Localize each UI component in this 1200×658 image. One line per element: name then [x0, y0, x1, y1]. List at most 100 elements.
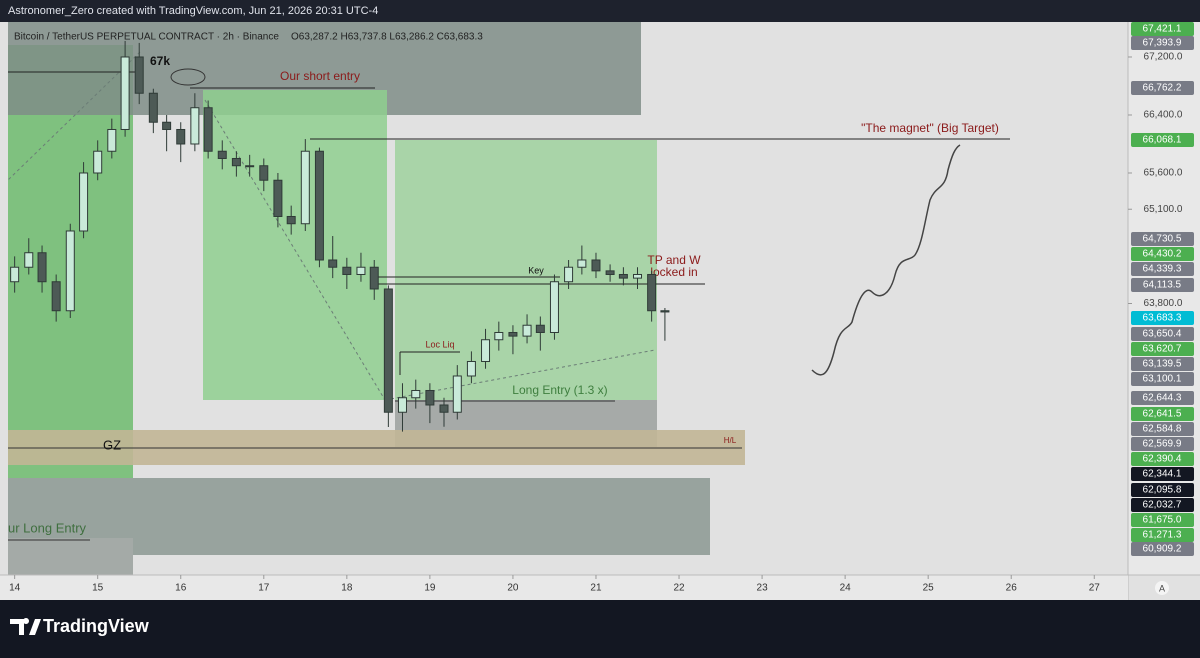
candle-body	[633, 273, 643, 279]
annotation: Our short entry	[280, 69, 360, 83]
price-tag	[1131, 528, 1194, 542]
candle-body	[564, 266, 574, 283]
zone	[395, 140, 657, 400]
candle-body	[93, 150, 103, 174]
price-tag-label: 62,032.7	[1143, 500, 1182, 511]
price-tag-label: 62,095.8	[1143, 485, 1182, 496]
candle-body	[411, 389, 421, 399]
candle-body	[300, 150, 310, 225]
auto-scale-button[interactable]	[1155, 581, 1169, 595]
candle-body	[549, 281, 559, 333]
price-tag	[1131, 357, 1194, 371]
auto-scale-label[interactable]: A	[1159, 583, 1165, 593]
price-tag	[1131, 327, 1194, 341]
x-tick-label: 24	[840, 583, 852, 594]
candle-body	[494, 331, 504, 341]
candle-body	[522, 324, 532, 337]
circle-mark	[170, 68, 206, 86]
candle-body	[176, 128, 186, 145]
x-tick-label: 16	[175, 583, 187, 594]
price-tag-label: 61,271.3	[1143, 530, 1182, 541]
price-tag	[1131, 483, 1194, 497]
price-tag-label: 63,683.3	[1143, 313, 1182, 324]
candle-body	[231, 157, 241, 167]
price-tag-label: 64,113.5	[1143, 280, 1182, 291]
price-tag	[1131, 232, 1194, 246]
x-tick-label: 25	[923, 583, 935, 594]
price-tag-label: 61,675.0	[1143, 515, 1182, 526]
candle-body	[10, 266, 20, 283]
candle-body	[259, 165, 269, 181]
y-tick-label: 65,600.0	[1144, 168, 1183, 179]
logo-text: TradingView	[43, 616, 150, 636]
annotation: TP and W	[647, 253, 701, 267]
annotation: H/L	[724, 436, 737, 445]
price-tag	[1131, 22, 1194, 36]
candle-body	[369, 266, 379, 290]
symbol-legend: Bitcoin / TetherUS PERPETUAL CONTRACT · …	[14, 32, 279, 43]
candle-body	[203, 107, 213, 152]
annotation: Loc Liq	[425, 339, 454, 349]
price-tag-label: 64,339.3	[1143, 264, 1182, 275]
candle-body	[79, 172, 89, 232]
candle-body	[65, 230, 75, 312]
annotation: locked in	[650, 265, 697, 279]
candle-body	[51, 281, 61, 312]
candle-body	[356, 266, 366, 275]
zone	[203, 90, 387, 400]
price-tag-label: 63,650.4	[1143, 329, 1182, 340]
candle-body	[148, 92, 158, 123]
candle-body	[162, 121, 172, 130]
price-tag	[1131, 36, 1194, 50]
price-tag-label: 63,139.5	[1143, 359, 1182, 370]
candle-body	[383, 288, 393, 413]
price-tag-label: 63,100.1	[1143, 374, 1182, 385]
price-tag	[1131, 342, 1194, 356]
drawings: 67k Our short entry "The magnet" (Big Ta…	[7, 22, 1010, 575]
candle-body	[660, 310, 670, 313]
header-bar	[0, 0, 1200, 22]
price-tag-label: 62,584.8	[1143, 424, 1182, 435]
price-tag-label: 62,390.4	[1143, 454, 1182, 465]
annotation: Long Entry (1.3 x)	[512, 383, 607, 397]
x-tick-label: 18	[341, 583, 353, 594]
price-tag	[1131, 391, 1194, 405]
candle-body	[397, 397, 407, 413]
candle-body	[605, 270, 615, 275]
price-tag	[1131, 422, 1194, 436]
y-tick-label: 66,400.0	[1144, 110, 1183, 121]
candle-body	[245, 165, 255, 168]
zone	[8, 538, 133, 575]
x-tick-label: 20	[507, 583, 519, 594]
candle-body	[286, 215, 296, 225]
tradingview-logo: TradingView	[10, 616, 150, 636]
price-tag	[1131, 262, 1194, 276]
price-tag-label: 67,393.9	[1143, 38, 1182, 49]
candle-body	[217, 150, 227, 159]
price-tag-label: 62,344.1	[1143, 469, 1182, 480]
price-tag-label: 62,644.3	[1143, 393, 1182, 404]
x-tick-label: 26	[1006, 583, 1018, 594]
ohlc-legend: O63,287.2 H63,737.8 L63,286.2 C63,683.3	[291, 32, 483, 43]
annotation: GZ	[103, 437, 121, 452]
price-tag	[1131, 133, 1194, 147]
projection-path	[811, 144, 961, 376]
price-tag-label: 67,421.1	[1143, 24, 1182, 35]
x-tick-label: 21	[590, 583, 602, 594]
candle-body	[107, 128, 117, 152]
header-text: Astronomer_Zero created with TradingView…	[8, 5, 378, 17]
y-tick-label: 67,200.0	[1144, 52, 1183, 63]
candle-body	[618, 273, 628, 279]
price-tag	[1131, 452, 1194, 466]
x-tick-label: 22	[673, 583, 685, 594]
candle-body	[120, 56, 130, 130]
price-tag	[1131, 372, 1194, 386]
price-tag-label: 66,068.1	[1143, 135, 1182, 146]
annotation: "The magnet" (Big Target)	[861, 121, 999, 135]
price-axis	[1128, 22, 1200, 575]
time-axis	[0, 575, 1128, 600]
y-tick-label: 65,100.0	[1144, 204, 1183, 215]
y-tick-label: 63,800.0	[1144, 298, 1183, 309]
annotation: 67k	[150, 54, 170, 68]
